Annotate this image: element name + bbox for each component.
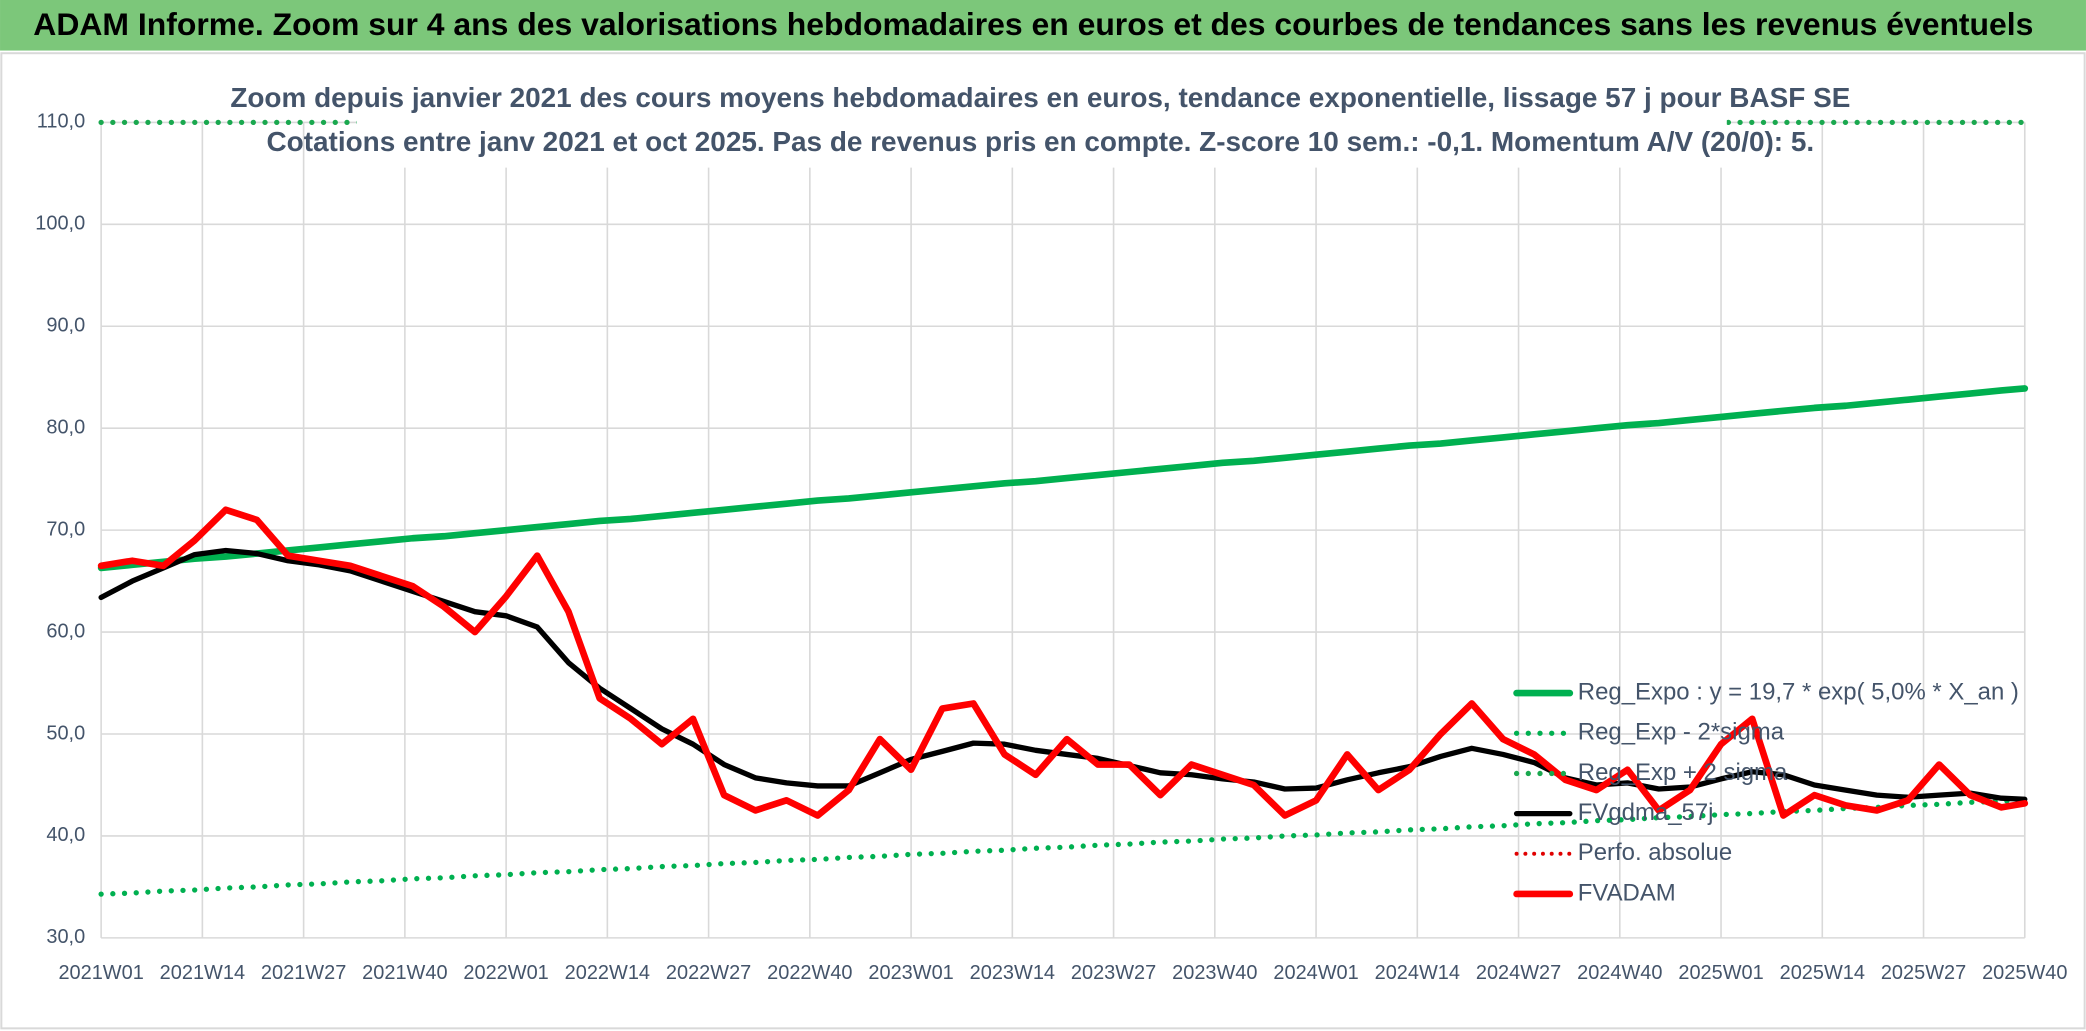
y-tick-label: 110,0 (37, 111, 85, 133)
series-line (97, 385, 2029, 572)
x-tick-label: 2021W01 (58, 962, 143, 984)
x-tick-label: 2023W14 (970, 962, 1055, 984)
y-tick-label: 100,0 (35, 213, 85, 235)
legend-label: Reg_Expo : y = 19,7 * exp( 5,0% * X_an ) (1578, 678, 2019, 705)
x-tick-label: 2022W14 (565, 962, 650, 984)
x-tick-label: 2025W27 (1881, 962, 1966, 984)
y-tick-label: 50,0 (46, 722, 85, 744)
legend-label: Reg_Exp + 2 sigma (1578, 759, 1788, 786)
y-tick-label: 80,0 (46, 416, 85, 438)
chart-border (0, 52, 2086, 1030)
x-tick-label: 2025W14 (1780, 962, 1865, 984)
y-tick-label: 70,0 (46, 518, 85, 540)
x-tick-label: 2024W14 (1375, 962, 1460, 984)
y-tick-label: 60,0 (46, 620, 85, 642)
legend-label: FVgdma_57j (1578, 799, 1714, 826)
title-box (356, 77, 1727, 168)
x-tick-label: 2022W40 (767, 962, 852, 984)
chart-subtitle: Cotations entre janv 2021 et oct 2025. P… (267, 126, 1815, 157)
x-tick-label: 2025W40 (1982, 962, 2067, 984)
x-tick-label: 2023W27 (1071, 962, 1156, 984)
x-tick-label: 2025W01 (1678, 962, 1763, 984)
legend-label: Reg_Exp - 2*sigma (1578, 719, 1785, 746)
x-tick-label: 2024W40 (1577, 962, 1662, 984)
x-tick-label: 2023W01 (868, 962, 953, 984)
x-tick-label: 2021W40 (362, 962, 447, 984)
series-line (97, 506, 2029, 819)
x-tick-label: 2024W27 (1476, 962, 1561, 984)
legend-label: FVADAM (1578, 879, 1676, 906)
x-tick-label: 2021W14 (160, 962, 245, 984)
banner-title: ADAM Informe. Zoom sur 4 ans des valoris… (33, 6, 2033, 42)
banner (0, 0, 2086, 51)
chart-title: Zoom depuis janvier 2021 des cours moyen… (230, 82, 1850, 113)
x-tick-label: 2023W40 (1172, 962, 1257, 984)
y-tick-label: 40,0 (46, 824, 85, 846)
y-tick-label: 30,0 (46, 926, 85, 948)
legend: Reg_Expo : y = 19,7 * exp( 5,0% * X_an )… (1513, 678, 2019, 906)
x-tick-label: 2022W01 (463, 962, 548, 984)
legend-label: Perfo. absolue (1578, 839, 1732, 866)
x-tick-label: 2022W27 (666, 962, 751, 984)
x-tick-label: 2021W27 (261, 962, 346, 984)
y-tick-label: 90,0 (46, 315, 85, 337)
series-lines (97, 119, 2029, 897)
x-tick-label: 2024W01 (1273, 962, 1358, 984)
